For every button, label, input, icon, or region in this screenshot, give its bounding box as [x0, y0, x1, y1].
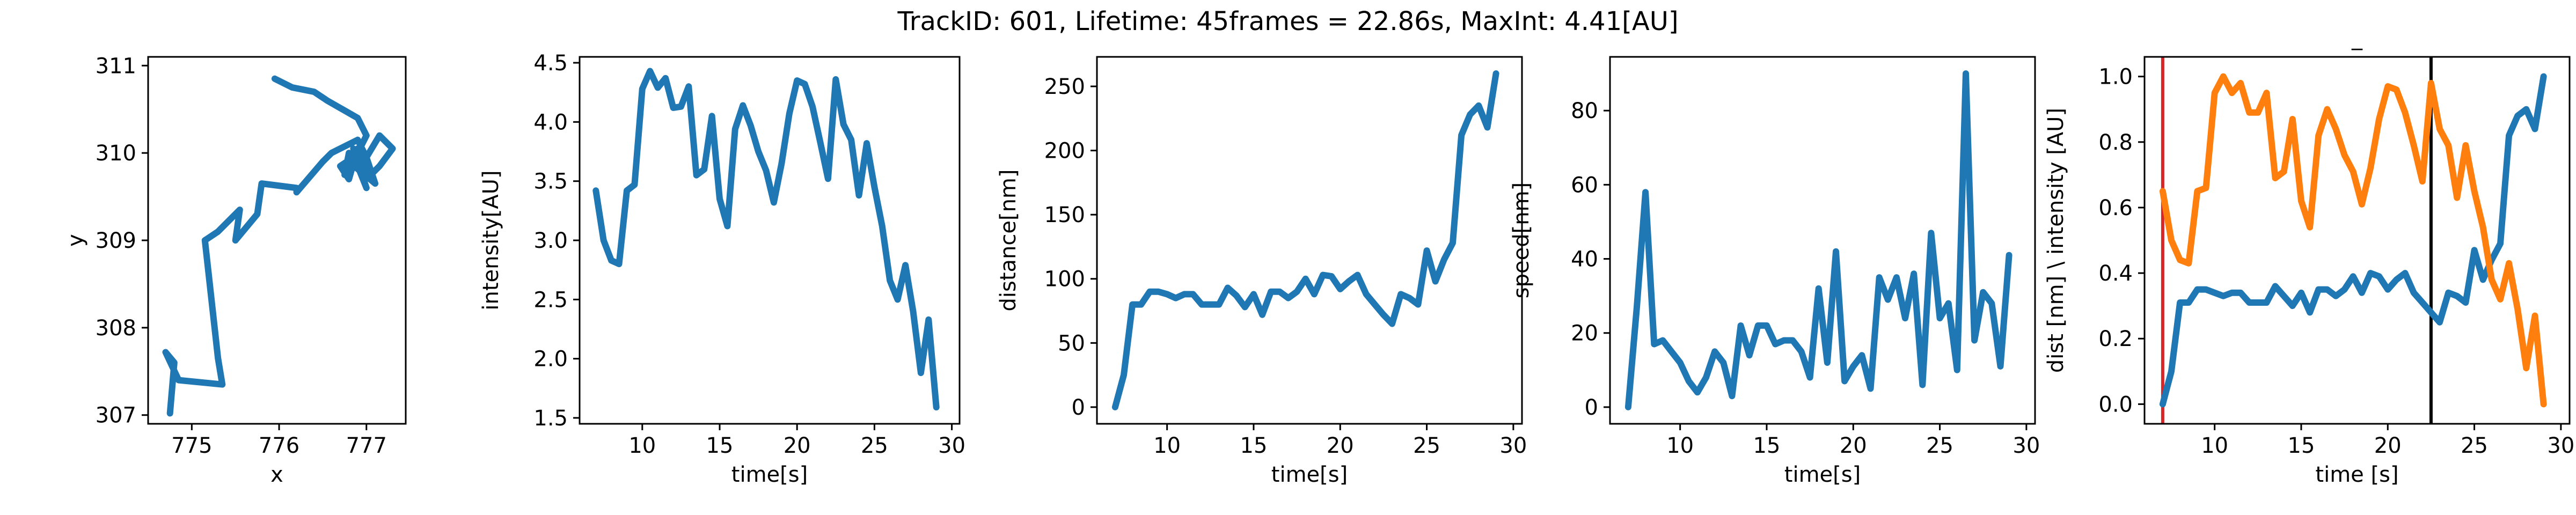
- series-line-0: [1111, 70, 1499, 410]
- panel-distance: 10 15 20 25 30 0 50 100 150 200 250 time[s] distance…: [996, 56, 1527, 487]
- series-line-1: [2159, 73, 2547, 408]
- y-axis-label: dist [nm] \ intensity [AU]: [2044, 108, 2068, 373]
- series-line-0: [162, 75, 396, 417]
- y-tick-label: 0.2: [2098, 327, 2133, 351]
- panel-speed: 10 15 20 25 30 0 20 40 60 80 time[s] speed[nm]: [1509, 56, 2040, 487]
- y-tick-label: 0.6: [2098, 196, 2133, 220]
- axes-frame: [1096, 56, 1523, 425]
- series-line-0: [592, 68, 940, 411]
- y-tick-label: 2.0: [533, 347, 568, 372]
- x-tick-label: 25: [1926, 433, 1953, 458]
- series-line-0: [1624, 70, 2012, 410]
- y-axis-label: distance[nm]: [996, 169, 1021, 311]
- y-tick-label: 40: [1571, 247, 1598, 272]
- plot-area: [592, 68, 940, 411]
- x-tick-label: 10: [2201, 433, 2228, 458]
- y-tick-label: 50: [1058, 331, 1085, 356]
- y-tick-label: 200: [1044, 139, 1085, 164]
- y-tick-label: 3.5: [533, 170, 568, 194]
- y-tick-label: 309: [96, 229, 136, 253]
- x-tick-label: 20: [1327, 433, 1354, 458]
- panel-xy-trajectory: 775 776 777 307 308 309 310 311 x y: [63, 54, 407, 487]
- y-tick-label: 60: [1571, 173, 1598, 197]
- x-tick-label: 15: [2288, 433, 2315, 458]
- y-tick-label: 311: [96, 54, 136, 78]
- x-tick-label: 776: [259, 433, 299, 458]
- y-tick-label: 308: [96, 316, 136, 341]
- chart-panels: 775 776 777 307 308 309 310 311 x y 10 15 20 25 30 1.5 2…: [63, 26, 2574, 487]
- x-tick-label: 20: [784, 433, 811, 458]
- y-tick-label: 2.5: [533, 288, 568, 312]
- series-line-0: [2159, 73, 2547, 408]
- y-tick-label: 100: [1044, 267, 1085, 292]
- x-tick-label: 15: [706, 433, 734, 458]
- x-axis-label: time[s]: [1784, 462, 1861, 487]
- y-tick-label: 310: [96, 141, 136, 166]
- x-tick-label: 30: [2012, 433, 2040, 458]
- y-tick-label: 1.0: [2098, 65, 2133, 90]
- y-tick-label: 1.5: [533, 406, 568, 431]
- y-tick-label: 250: [1044, 75, 1085, 99]
- x-tick-label: 25: [2461, 433, 2488, 458]
- y-tick-label: 0.8: [2098, 130, 2133, 155]
- x-tick-label: 15: [1240, 433, 1268, 458]
- y-tick-label: 150: [1044, 203, 1085, 227]
- y-tick-label: 4.5: [533, 51, 568, 76]
- figure-suptitle: TrackID: 601, Lifetime: 45frames = 22.86…: [897, 6, 1678, 36]
- axes-frame: [1609, 56, 2036, 425]
- x-tick-label: 777: [346, 433, 387, 458]
- plot-area: [2159, 57, 2547, 424]
- x-axis-label: time[s]: [1271, 462, 1348, 487]
- x-tick-label: 25: [1413, 433, 1440, 458]
- x-axis-label: time[s]: [731, 462, 808, 487]
- y-tick-label: 307: [96, 403, 136, 428]
- panel-normalized: 10 15 20 25 30 0.0 0.2 0.4 0.6 0.8 1.0 time [s] dist…: [2044, 26, 2574, 487]
- y-axis-label: speed[nm]: [1509, 182, 1534, 298]
- x-tick-label: 20: [2374, 433, 2402, 458]
- x-tick-label: 30: [1499, 433, 1527, 458]
- y-tick-label: 0.0: [2098, 392, 2133, 417]
- y-tick-label: 4.0: [533, 110, 568, 135]
- x-tick-label: 10: [1153, 433, 1181, 458]
- x-tick-label: 20: [1840, 433, 1867, 458]
- x-tick-label: 15: [1753, 433, 1781, 458]
- y-tick-label: 80: [1571, 99, 1598, 123]
- x-tick-label: 10: [628, 433, 656, 458]
- x-axis-label: x: [270, 462, 283, 487]
- panel-intensity: 10 15 20 25 30 1.5 2.0 2.5 3.0 3.5 4.0 4.5 time[s] in…: [479, 51, 965, 487]
- y-tick-label: 0: [1585, 395, 1598, 420]
- x-axis-label: time [s]: [2315, 462, 2398, 487]
- y-tick-label: 3.0: [533, 229, 568, 253]
- plot-area: [1624, 70, 2012, 410]
- y-tick-label: 0: [1072, 395, 1085, 420]
- y-axis-label: y: [63, 234, 88, 247]
- x-tick-label: 10: [1666, 433, 1694, 458]
- y-tick-label: 20: [1571, 321, 1598, 346]
- axes-frame: [579, 56, 961, 425]
- x-tick-label: 775: [171, 433, 212, 458]
- x-tick-label: 25: [861, 433, 888, 458]
- x-tick-label: 30: [2547, 433, 2574, 458]
- axes-frame: [2143, 56, 2571, 425]
- y-tick-label: 0.4: [2098, 261, 2133, 286]
- plot-area: [1111, 70, 1499, 410]
- x-tick-label: 30: [938, 433, 965, 458]
- axes-frame: [147, 56, 407, 425]
- axes-title: _: [2351, 26, 2363, 50]
- y-axis-label: intensity[AU]: [479, 170, 503, 310]
- plot-area: [162, 75, 396, 417]
